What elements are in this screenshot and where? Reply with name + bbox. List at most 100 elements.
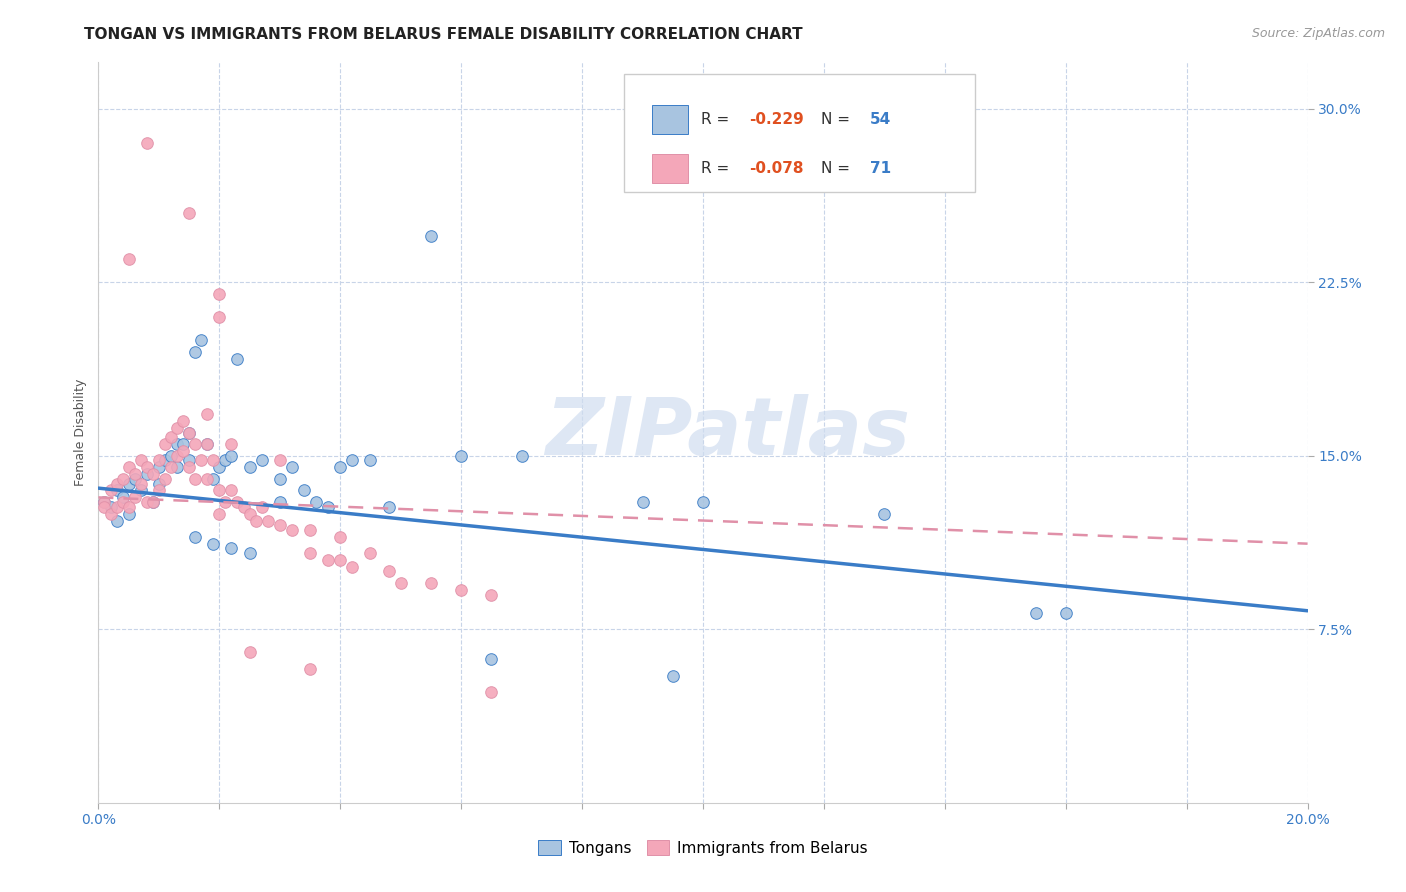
Point [250, 500, 273, 514]
Point [142, 495, 165, 509]
Point [202, 472, 225, 486]
Point [195, 437, 218, 451]
Point [329, 530, 352, 544]
Point [179, 425, 201, 440]
Point [250, 453, 273, 467]
Point [124, 472, 146, 486]
Point [135, 467, 157, 482]
Point [184, 437, 207, 451]
Point [208, 460, 231, 475]
Text: 71: 71 [870, 161, 891, 176]
Point [239, 645, 262, 659]
Point [111, 495, 134, 509]
Point [166, 449, 188, 463]
Point [292, 483, 315, 498]
Point [148, 460, 170, 475]
Point [221, 541, 243, 556]
Point [105, 514, 128, 528]
Point [481, 588, 503, 602]
Point [179, 460, 201, 475]
Legend: Tongans, Immigrants from Belarus: Tongans, Immigrants from Belarus [531, 834, 875, 862]
Point [377, 500, 399, 514]
FancyBboxPatch shape [624, 73, 976, 192]
Text: 54: 54 [870, 112, 891, 127]
Point [160, 430, 183, 444]
Point [208, 483, 231, 498]
Point [153, 472, 176, 486]
Point [153, 453, 176, 467]
Point [195, 407, 218, 421]
Point [239, 507, 262, 521]
Point [93, 495, 115, 509]
Text: ZIPatlas: ZIPatlas [544, 393, 910, 472]
Point [221, 449, 243, 463]
Bar [652, 104, 689, 135]
Point [166, 421, 188, 435]
Point [450, 582, 472, 597]
Point [179, 425, 201, 440]
Point [105, 483, 128, 498]
Point [118, 500, 141, 514]
Point [305, 495, 328, 509]
Point [135, 460, 157, 475]
Point [179, 453, 201, 467]
Point [221, 437, 243, 451]
Point [124, 467, 146, 482]
Point [118, 252, 141, 266]
Point [239, 546, 262, 560]
Point [208, 286, 231, 301]
Point [118, 460, 141, 475]
Point [148, 476, 170, 491]
Point [420, 576, 443, 591]
Point [226, 495, 249, 509]
Point [105, 500, 128, 514]
Text: -0.229: -0.229 [749, 112, 804, 127]
Point [148, 453, 170, 467]
Text: R =: R = [700, 161, 734, 176]
Point [214, 495, 236, 509]
Point [202, 536, 225, 550]
Text: TONGAN VS IMMIGRANTS FROM BELARUS FEMALE DISABILITY CORRELATION CHART: TONGAN VS IMMIGRANTS FROM BELARUS FEMALE… [84, 27, 803, 42]
Point [232, 500, 254, 514]
Point [190, 333, 212, 347]
Point [1054, 606, 1077, 620]
Point [873, 507, 896, 521]
Point [179, 206, 201, 220]
Point [221, 483, 243, 498]
Point [195, 437, 218, 451]
Text: Source: ZipAtlas.com: Source: ZipAtlas.com [1251, 27, 1385, 40]
Point [160, 460, 183, 475]
Point [166, 460, 188, 475]
Point [100, 500, 122, 514]
Point [142, 495, 165, 509]
Point [481, 652, 503, 666]
Point [195, 472, 218, 486]
Point [184, 344, 207, 359]
Point [299, 662, 322, 676]
Point [172, 444, 194, 458]
Point [245, 514, 267, 528]
Point [256, 514, 278, 528]
Point [377, 565, 399, 579]
Point [118, 476, 141, 491]
Point [342, 453, 364, 467]
Point [184, 472, 207, 486]
Text: R =: R = [700, 112, 734, 127]
Point [202, 453, 225, 467]
Point [184, 530, 207, 544]
Point [100, 507, 122, 521]
Point [239, 460, 262, 475]
Point [118, 507, 141, 521]
Point [226, 351, 249, 366]
Point [329, 553, 352, 567]
Point [481, 685, 503, 699]
Point [208, 310, 231, 324]
Point [316, 500, 339, 514]
Point [269, 472, 291, 486]
Point [281, 523, 304, 537]
Point [1024, 606, 1046, 620]
Point [166, 437, 188, 451]
Point [692, 495, 714, 509]
Point [129, 483, 152, 498]
Point [450, 449, 472, 463]
